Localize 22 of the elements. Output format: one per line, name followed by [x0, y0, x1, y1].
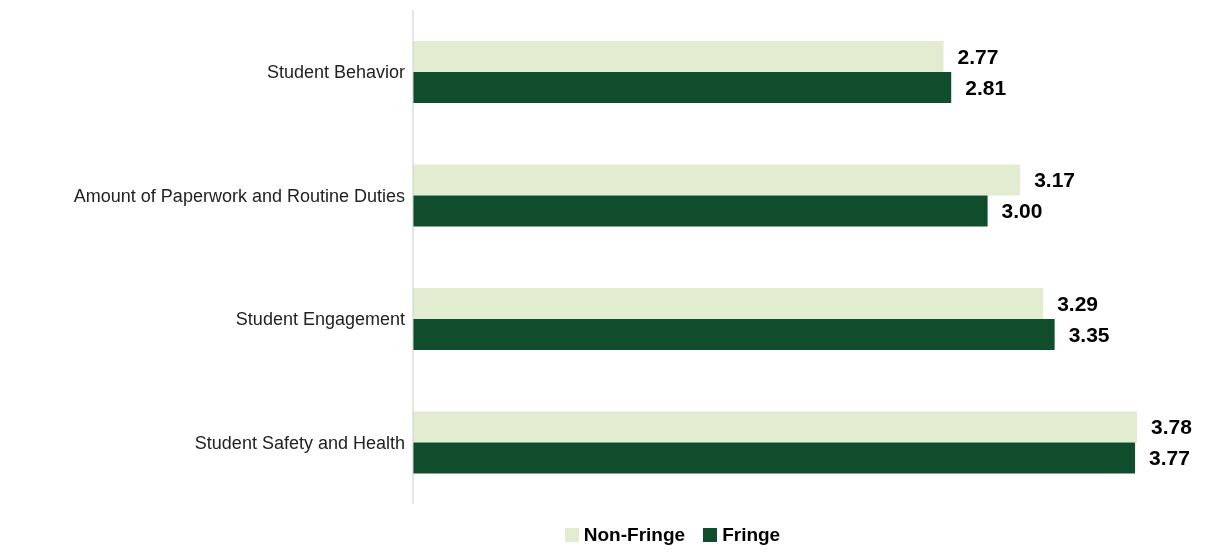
y-tick-label: Amount of Paperwork and Routine Duties — [73, 185, 405, 206]
bar — [413, 195, 988, 227]
data-label: 2.77 — [957, 44, 999, 68]
y-tick-label: Student Engagement — [235, 309, 405, 330]
bar — [413, 318, 1055, 350]
legend-label: Fringe — [722, 524, 781, 546]
bar — [413, 287, 1044, 319]
bar — [413, 442, 1136, 474]
data-label: 3.35 — [1068, 322, 1110, 346]
data-label: 3.29 — [1057, 291, 1099, 315]
bar — [413, 40, 944, 72]
bar — [413, 164, 1021, 196]
data-label: 3.17 — [1034, 168, 1076, 192]
bar — [413, 411, 1137, 443]
bar — [413, 71, 952, 103]
data-label: 2.81 — [965, 75, 1007, 99]
data-label: 3.00 — [1001, 199, 1043, 223]
legend-label: Non-Fringe — [583, 524, 686, 546]
data-label: 3.77 — [1149, 446, 1190, 470]
data-label: 3.78 — [1151, 415, 1193, 439]
y-tick-label: Student Safety and Health — [194, 432, 405, 453]
y-tick-label: Student Behavior — [266, 62, 406, 83]
